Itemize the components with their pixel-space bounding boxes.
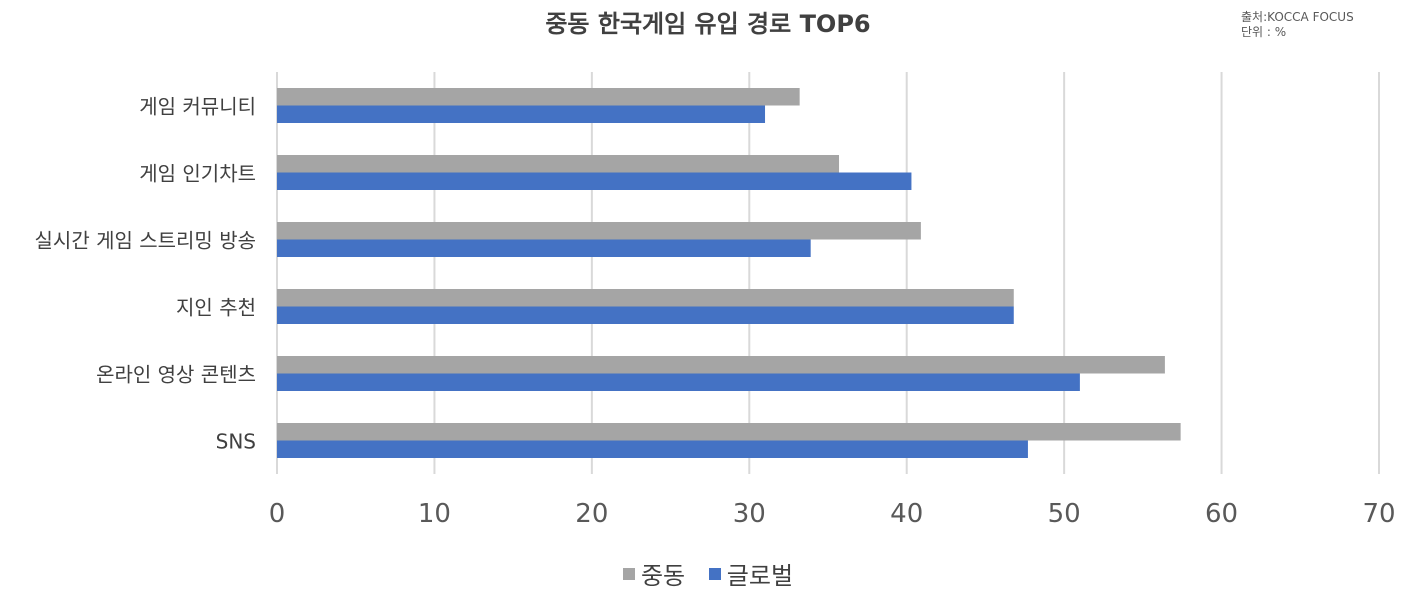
bar-middle-east	[277, 423, 1181, 441]
legend-label-global: 글로벌	[726, 562, 794, 590]
legend: 중동 글로벌	[0, 556, 1402, 591]
bar-global	[277, 239, 811, 257]
category-label: SNS	[216, 430, 256, 454]
legend-swatch-middle-east	[622, 567, 635, 580]
bar-global	[277, 440, 1028, 458]
bar-middle-east	[277, 155, 840, 173]
bar-middle-east	[277, 222, 921, 240]
category-label: 실시간 게임 스트리밍 방송	[35, 229, 256, 253]
category-label: 온라인 영상 콘텐츠	[96, 363, 256, 387]
bar-middle-east	[277, 88, 800, 106]
legend-item-global: 글로벌	[708, 556, 794, 591]
x-tick-label: 20	[575, 499, 608, 529]
bar-middle-east	[277, 289, 1014, 307]
x-tick-label: 60	[1205, 499, 1238, 529]
legend-label-middle-east: 중동	[640, 562, 686, 590]
unit-line: 단위 : %	[1241, 25, 1287, 39]
bar-global	[277, 172, 912, 190]
source-line: 출처:KOCCA FOCUS	[1241, 10, 1354, 24]
x-tick-label: 40	[890, 499, 923, 529]
source-note: 출처:KOCCA FOCUS 단위 : %	[1241, 10, 1354, 40]
x-tick-label: 50	[1048, 499, 1081, 529]
bar-global	[277, 105, 766, 123]
bar-global	[277, 306, 1014, 324]
x-tick-label: 70	[1362, 499, 1395, 529]
legend-item-middle-east: 중동	[622, 556, 686, 591]
category-label: 게임 인기차트	[139, 162, 256, 186]
chart-title: 중동 한국게임 유입 경로 TOP6	[545, 10, 871, 38]
bar-global	[277, 373, 1080, 391]
category-label: 지인 추천	[176, 296, 256, 320]
x-tick-label: 0	[269, 499, 286, 529]
bar-middle-east	[277, 356, 1165, 374]
legend-swatch-global	[708, 567, 721, 580]
x-tick-label: 10	[418, 499, 451, 529]
x-tick-label: 30	[733, 499, 766, 529]
category-label: 게임 커뮤니티	[139, 95, 256, 119]
